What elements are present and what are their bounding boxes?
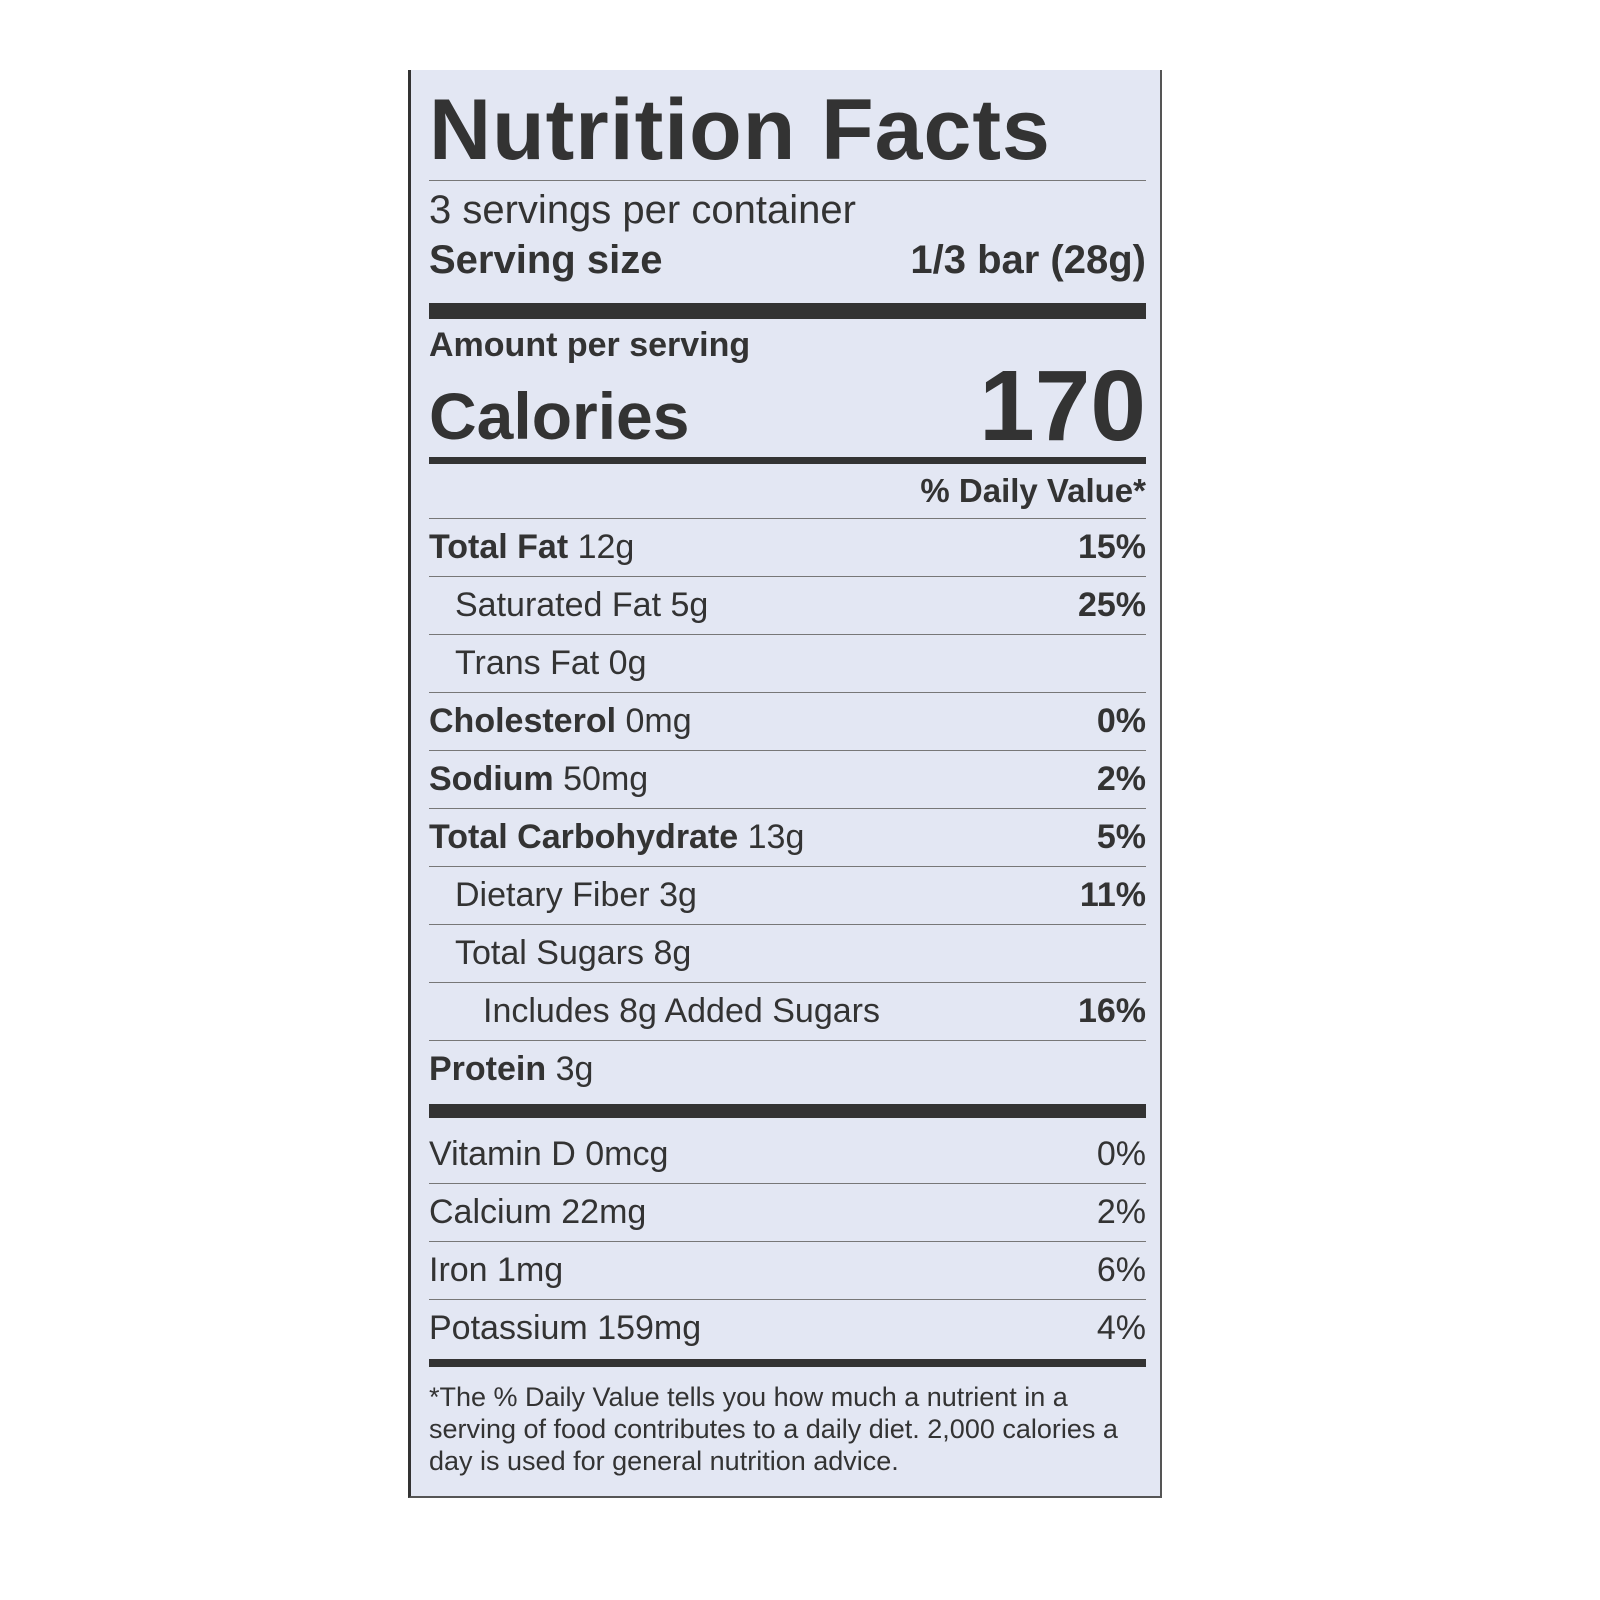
daily-value-percent: 25% (1077, 586, 1146, 624)
nutrient-amount: 0g (608, 644, 647, 682)
nutrient-name: Saturated Fat 5g (455, 586, 708, 625)
nutrient-label: Dietary Fiber (455, 876, 650, 914)
daily-value-percent: 11% (1079, 876, 1146, 914)
vitamin-name: Calcium 22mg (429, 1193, 646, 1232)
nutrient-amount: 12g (577, 528, 635, 566)
nutrient-row: Sodium 50mg 2% (429, 751, 1146, 809)
daily-value-percent: 2% (1096, 760, 1146, 798)
nutrient-label: Total Fat (429, 528, 569, 566)
nutrient-row: Total Sugars 8g (429, 925, 1146, 983)
nutrient-label: Trans Fat (455, 644, 600, 682)
vitamin-row: Calcium 22mg 2% (429, 1184, 1146, 1242)
vitamin-amount: 0mcg (585, 1135, 669, 1173)
nutrient-label: Total Carbohydrate (429, 818, 739, 856)
footnote: *The % Daily Value tells you how much a … (429, 1382, 1118, 1476)
nutrient-name: Total Fat 12g (429, 528, 634, 567)
daily-value-percent: 4% (1096, 1309, 1146, 1347)
vitamin-name: Vitamin D 0mcg (429, 1135, 668, 1174)
nutrient-amount: 50mg (563, 760, 649, 798)
nutrient-name: Includes 8g Added Sugars (483, 992, 880, 1031)
daily-value-percent: 0% (1096, 1135, 1146, 1173)
serving-size-label: Serving size (429, 238, 663, 282)
nutrient-label: Total Sugars (455, 934, 644, 972)
nutrient-name: Cholesterol 0mg (429, 702, 692, 741)
nutrient-row: Includes 8g Added Sugars 16% (429, 983, 1146, 1041)
nutrient-amount: 5g (670, 586, 709, 624)
daily-value-percent: 2% (1096, 1193, 1146, 1231)
servings-per-container: 3 servings per container (429, 188, 856, 232)
nutrient-label: Sodium (429, 760, 554, 798)
daily-value-percent: 5% (1096, 818, 1146, 856)
nutrient-list: Total Fat 12g 15% Saturated Fat 5g 25% Trans… (429, 519, 1146, 1098)
medium-divider (429, 457, 1146, 464)
vitamin-row: Vitamin D 0mcg 0% (429, 1126, 1146, 1184)
vitamin-label: Vitamin D (429, 1135, 576, 1173)
nutrient-amount: 13g (747, 818, 805, 856)
nutrient-name: Sodium 50mg (429, 760, 648, 799)
vitamin-amount: 159mg (597, 1309, 702, 1347)
nutrient-row: Cholesterol 0mg 0% (429, 693, 1146, 751)
nutrient-row: Saturated Fat 5g 25% (429, 577, 1146, 635)
thick-divider (429, 1104, 1146, 1118)
nutrient-name: Trans Fat 0g (455, 644, 647, 683)
nutrient-row: Protein 3g (429, 1041, 1146, 1098)
calories-row: Calories 170 (429, 356, 1146, 456)
label-title: Nutrition Facts (429, 82, 1051, 178)
nutrient-amount: 3g (555, 1050, 594, 1088)
nutrient-name: Total Sugars 8g (455, 934, 691, 973)
vitamin-name: Potassium 159mg (429, 1309, 701, 1348)
medium-divider (429, 1359, 1146, 1367)
vitamin-row: Iron 1mg 6% (429, 1242, 1146, 1300)
daily-value-percent: 0% (1096, 702, 1146, 740)
vitamin-amount: 22mg (561, 1193, 647, 1231)
nutrient-name: Dietary Fiber 3g (455, 876, 697, 915)
divider (429, 180, 1146, 181)
nutrient-amount: 8g (653, 934, 692, 972)
calories-label: Calories (429, 379, 690, 453)
nutrient-amount: 0mg (625, 702, 692, 740)
calories-value: 170 (979, 350, 1146, 462)
vitamin-row: Potassium 159mg 4% (429, 1300, 1146, 1357)
nutrient-label: Includes 8g Added Sugars (483, 992, 880, 1030)
vitamin-label: Calcium (429, 1193, 552, 1231)
vitamin-name: Iron 1mg (429, 1251, 563, 1290)
daily-value-percent: 16% (1077, 992, 1146, 1030)
nutrient-amount: 3g (659, 876, 697, 914)
nutrient-label: Protein (429, 1050, 547, 1088)
nutrient-row: Dietary Fiber 3g 11% (429, 867, 1146, 925)
daily-value-percent: 6% (1096, 1251, 1146, 1289)
serving-size: Serving size 1/3 bar (28g) (429, 235, 1146, 285)
nutrient-row: Total Fat 12g 15% (429, 519, 1146, 577)
nutrient-row: Total Carbohydrate 13g 5% (429, 809, 1146, 867)
vitamin-label: Potassium (429, 1309, 588, 1347)
nutrient-row: Trans Fat 0g (429, 635, 1146, 693)
vitamin-amount: 1mg (497, 1251, 564, 1289)
nutrient-name: Total Carbohydrate 13g (429, 818, 804, 857)
vitamin-list: Vitamin D 0mcg 0% Calcium 22mg 2% Iron 1mg 6%… (429, 1126, 1146, 1357)
nutrition-facts-label: Nutrition Facts 3 servings per container… (408, 70, 1162, 1498)
nutrient-label: Saturated Fat (455, 586, 662, 624)
nutrient-label: Cholesterol (429, 702, 617, 740)
serving-size-value: 1/3 bar (28g) (910, 238, 1146, 282)
nutrient-name: Protein 3g (429, 1050, 593, 1089)
thick-divider (429, 303, 1146, 319)
amount-per-serving: Amount per serving (429, 326, 751, 364)
vitamin-label: Iron (429, 1251, 488, 1289)
daily-value-header: % Daily Value* (429, 464, 1146, 519)
daily-value-percent: 15% (1077, 528, 1146, 566)
